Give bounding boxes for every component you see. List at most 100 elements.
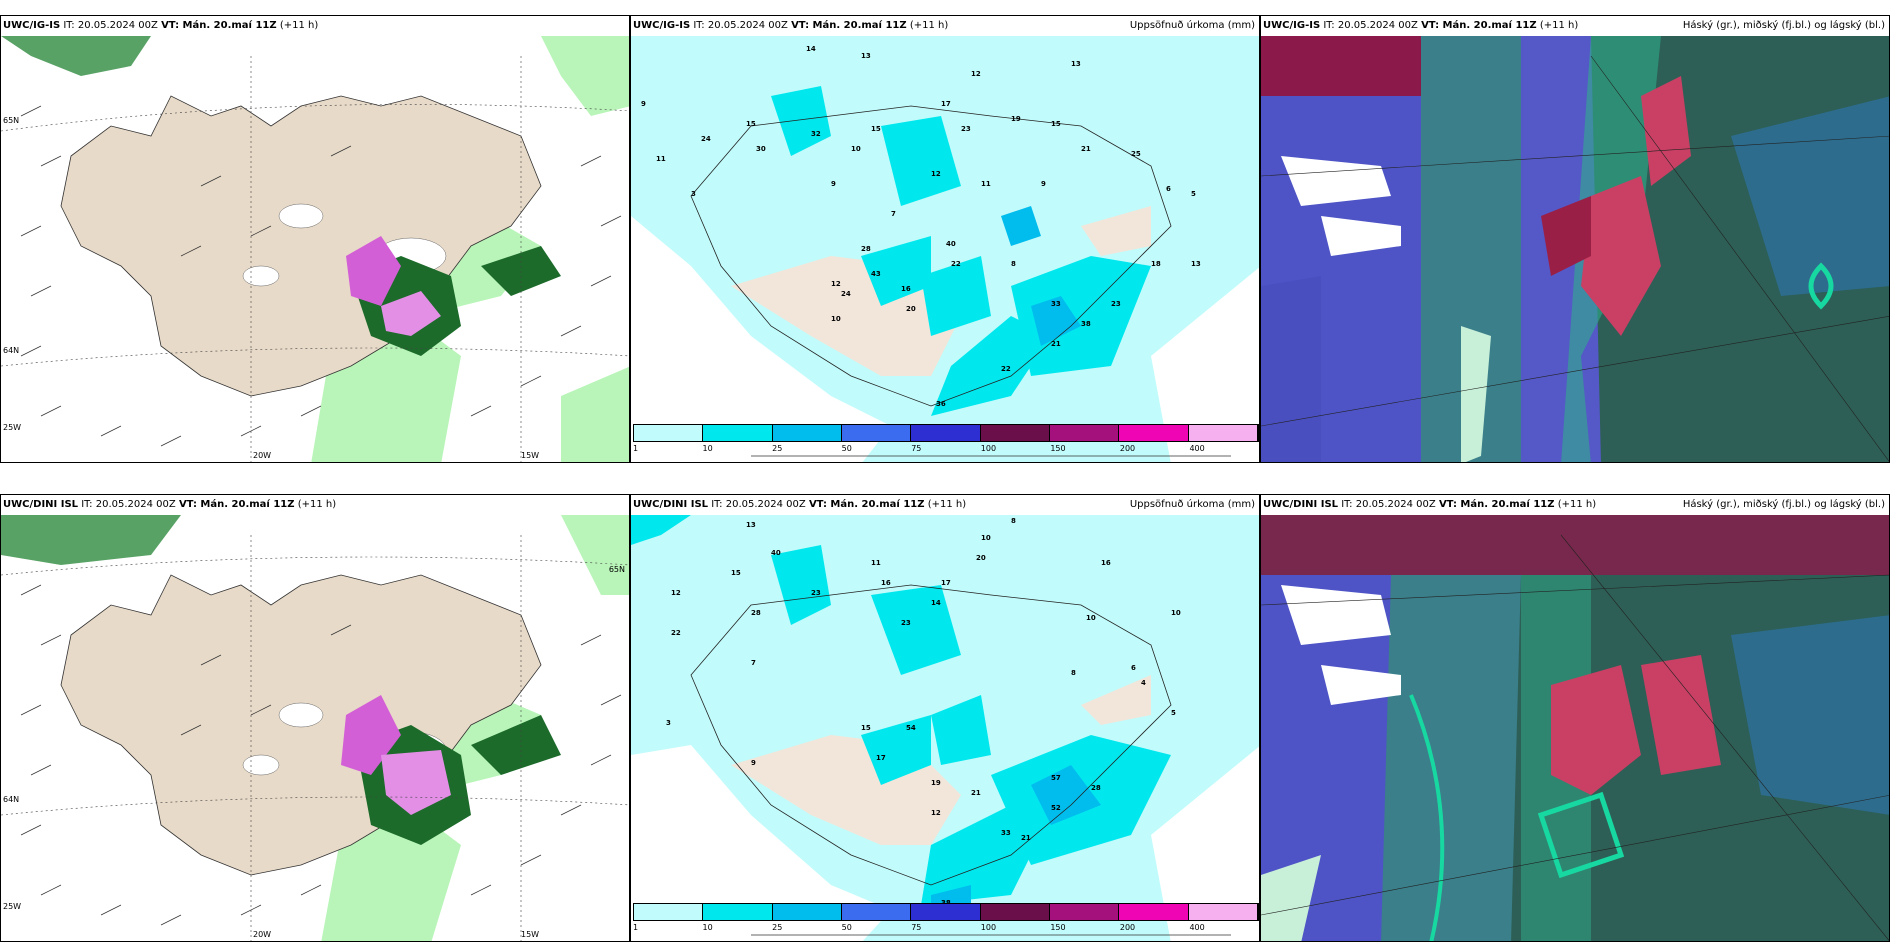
precip-value: 33: [1001, 829, 1011, 837]
precip-value: 3: [691, 190, 696, 198]
colorbar-segment: [841, 425, 912, 441]
precip-value: 6: [1166, 185, 1171, 193]
precip-value: 12: [831, 280, 841, 288]
precip-value: 20: [906, 305, 916, 313]
colorbar-label: 400: [1189, 444, 1205, 453]
colorbar-label: 150: [1050, 923, 1066, 932]
valid-time: VT: Mán. 20.maí 11Z: [791, 20, 907, 31]
precip-value: 4: [1141, 679, 1146, 687]
lead-time: (+11 h): [909, 20, 949, 31]
precip-value: 22: [671, 629, 681, 637]
panel-header: UWC/DINI ISL IT: 20.05.2024 00Z VT: Mán.…: [1, 495, 629, 515]
precip-value: 28: [861, 245, 871, 253]
precip-value: 23: [961, 125, 971, 133]
init-time: IT: 20.05.2024 00Z: [63, 20, 158, 31]
colorbar-label: 400: [1189, 923, 1205, 932]
precip-value: 15: [746, 120, 756, 128]
colorbar-label: 10: [702, 444, 713, 453]
lead-time: (+11 h): [927, 499, 967, 510]
precip-value: 15: [1051, 120, 1061, 128]
valid-time: VT: Mán. 20.maí 11Z: [1421, 20, 1537, 31]
wind-map[interactable]: [1, 36, 629, 462]
colorbar-label: 75: [911, 923, 922, 932]
panel-header: UWC/IG-IS IT: 20.05.2024 00Z VT: Mán. 20…: [631, 16, 1259, 36]
lead-time: (+11 h): [279, 20, 319, 31]
precip-value: 16: [901, 285, 911, 293]
lat-label-64n: 64N: [3, 795, 20, 804]
lon-label-20w: 20W: [253, 451, 272, 460]
precip-value: 8: [1011, 260, 1016, 268]
precip-value: 38: [1081, 320, 1091, 328]
precip-value: 11: [656, 155, 666, 163]
wind-map-panel-igis: UWC/IG-IS IT: 20.05.2024 00Z VT: Mán. 20…: [0, 15, 630, 463]
model-name: UWC/DINI ISL: [1263, 499, 1339, 510]
precip-map[interactable]: 13 8 10 11 15 23 16 17 28 54 40 10 12 14…: [631, 515, 1259, 941]
cloud-map[interactable]: [1261, 36, 1889, 462]
model-name: UWC/IG-IS: [1263, 20, 1321, 31]
precip-value: 6: [1131, 664, 1136, 672]
cloud-map-panel-dini: UWC/DINI ISL IT: 20.05.2024 00Z VT: Mán.…: [1260, 494, 1890, 942]
precip-value: 24: [841, 290, 851, 298]
precip-value: 5: [1191, 190, 1196, 198]
precip-value: 13: [861, 52, 871, 60]
precip-value: 9: [751, 759, 756, 767]
precip-value: 12: [971, 70, 981, 78]
precip-value: 21: [1051, 340, 1061, 348]
init-time: IT: 20.05.2024 00Z: [711, 499, 806, 510]
colorbar-segment: [841, 904, 912, 920]
cloud-map-panel-igis: UWC/IG-IS IT: 20.05.2024 00Z VT: Mán. 20…: [1260, 15, 1890, 463]
lat-label-65n: 65N: [3, 116, 20, 125]
precip-value: 8: [1011, 517, 1016, 525]
precip-map-panel-dini: UWC/DINI ISL IT: 20.05.2024 00Z VT: Mán.…: [630, 494, 1260, 942]
precip-value: 14: [806, 45, 816, 53]
colorbar-label: 25: [772, 444, 783, 453]
init-time: IT: 20.05.2024 00Z: [1341, 499, 1436, 510]
cloud-map[interactable]: [1261, 515, 1889, 941]
colorbar-label: 25: [772, 923, 783, 932]
lead-time: (+11 h): [1557, 499, 1597, 510]
colorbar-label: 50: [841, 444, 852, 453]
colorbar-label: 1: [633, 444, 639, 453]
precip-value: 15: [861, 724, 871, 732]
lon-label-25w: 25W: [3, 902, 22, 911]
precip-value: 11: [871, 559, 881, 567]
precip-value: 12: [931, 170, 941, 178]
precip-map[interactable]: 14 13 12 13 9 11 15 24 30 32 15 17 23 19…: [631, 36, 1259, 462]
precip-value: 28: [1091, 784, 1101, 792]
colorbar-label: 100: [980, 444, 997, 453]
precip-value: 22: [1001, 365, 1011, 373]
precip-value: 23: [1111, 300, 1121, 308]
precip-colorbar: [633, 903, 1259, 921]
precip-value: 15: [871, 125, 881, 133]
colorbar-label: 10: [702, 923, 713, 932]
precip-value: 8: [1071, 669, 1076, 677]
precip-value: 7: [891, 210, 896, 218]
colorbar-segment: [703, 904, 773, 920]
colorbar-segment: [1188, 904, 1258, 920]
colorbar-segment: [980, 425, 1050, 441]
precip-value: 17: [941, 579, 951, 587]
model-name: UWC/DINI ISL: [3, 499, 79, 510]
colorbar-segment: [634, 904, 704, 920]
colorbar-label: 100: [980, 923, 997, 932]
lead-time: (+11 h): [297, 499, 337, 510]
init-time: IT: 20.05.2024 00Z: [1323, 20, 1418, 31]
colorbar-label: 75: [911, 444, 922, 453]
precip-value: 13: [1191, 260, 1201, 268]
precip-colorbar-labels: 1 10 25 50 75 100 150 200 400: [633, 444, 1259, 458]
colorbar-segment: [1119, 904, 1189, 920]
colorbar-label: 1: [633, 923, 639, 932]
lon-label-25w: 25W: [3, 423, 22, 432]
valid-time: VT: Mán. 20.maí 11Z: [808, 499, 925, 510]
precip-value: 14: [931, 599, 941, 607]
wind-map[interactable]: [1, 515, 629, 941]
lon-label-20w: 20W: [253, 930, 272, 939]
precip-value: 10: [831, 315, 841, 323]
precip-value: 3: [666, 719, 671, 727]
precip-value: 10: [851, 145, 861, 153]
precip-value: 32: [811, 130, 821, 138]
panel-header: UWC/IG-IS IT: 20.05.2024 00Z VT: Mán. 20…: [1261, 16, 1889, 36]
init-time: IT: 20.05.2024 00Z: [693, 20, 788, 31]
precip-value: 30: [756, 145, 766, 153]
precip-value: 9: [641, 100, 646, 108]
